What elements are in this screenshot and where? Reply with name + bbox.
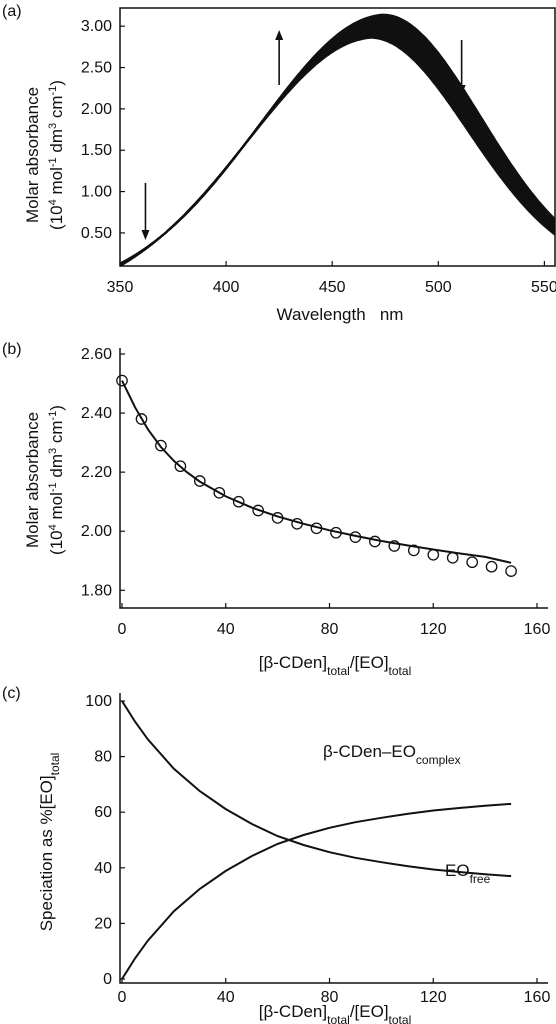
panel-b-xtick-label: 120	[420, 621, 447, 638]
panel-c-series-complex	[121, 802, 512, 980]
panel-c-series-free	[121, 700, 512, 878]
panel-b-data-point	[174, 460, 187, 473]
panel-a-ytick-label: 2.50	[81, 60, 112, 77]
panel-b-data-point	[271, 512, 284, 524]
panel-c-series-label-complex: β-CDen–EOcomplex	[323, 742, 461, 767]
panel-b-ylabel-line1: Molar absorbance	[23, 412, 42, 548]
panel-a-xtick-label: 350	[107, 279, 134, 296]
panel-b-xtick-label: 40	[217, 621, 235, 638]
panel-a-ylabel-line1: Molar absorbance	[23, 87, 42, 223]
panel-a-xtick-label: 450	[319, 279, 346, 296]
panel-b-ylabel-line2: (104 mol-1 dm3 cm-1)	[47, 405, 66, 555]
panel-b-ytick-label: 2.00	[81, 523, 112, 540]
panel-b-data-point	[213, 486, 226, 499]
panel-a-ytick-label: 1.50	[81, 142, 112, 159]
panel-b-ytick-label: 2.20	[81, 464, 112, 481]
panel-c-ytick-label: 60	[94, 804, 112, 821]
panel-a-xtick-label: 400	[213, 279, 240, 296]
panel-b-ytick-label: 2.60	[81, 346, 112, 363]
panel-b-data-points	[116, 374, 517, 577]
panel-c-ytick-label: 100	[85, 693, 112, 710]
panel-b-data-point	[349, 531, 362, 543]
panel-a-absorption-band	[119, 36, 556, 267]
panel-c-xtick-label: 120	[420, 989, 447, 1006]
panel-b-data-point	[369, 535, 381, 548]
panel-a-y-axis-label: Molar absorbance (104 mol-1 dm3 cm-1)	[23, 80, 66, 230]
panel-b-data-point	[446, 551, 459, 564]
panel-b-ytick-label: 2.40	[81, 405, 112, 422]
panel-b-data-point	[505, 565, 517, 577]
panel-c-xtick-label: 0	[118, 989, 127, 1006]
panel-b-data-point	[116, 374, 128, 387]
panel-c-series-label-free: EOfree	[445, 861, 491, 886]
panel-a-arrow-down	[457, 40, 466, 95]
panel-a-ylabel-line2: (104 mol-1 dm3 cm-1)	[47, 80, 66, 230]
panel-c-xtick-label: 40	[217, 989, 235, 1006]
panel-b-data-point	[485, 560, 498, 573]
panel-b-ytick-label: 1.80	[81, 582, 112, 599]
panel-a-ytick-label: 2.00	[81, 101, 112, 118]
panel-a-label: (a)	[2, 3, 22, 20]
panel-b-data-point	[310, 522, 323, 535]
panel-a-ytick-label: 3.00	[81, 18, 112, 35]
panel-a-absorption-band	[119, 24, 556, 266]
panel-c-ytick-label: 0	[103, 971, 112, 988]
panel-b-ticks: 0 40 80 120 160 1.80 2.00 2.20 2.40 2.60	[81, 346, 551, 638]
panel-b-data-point	[193, 475, 206, 487]
panel-b-data-point	[388, 540, 401, 552]
panel-b-data-point	[232, 495, 245, 508]
panel-a-xtick-label: 500	[425, 279, 452, 296]
panel-a-xlabel: Wavelength nm	[277, 305, 404, 324]
panel-c-ytick-label: 20	[94, 915, 112, 932]
panel-a-ytick-label: 0.50	[81, 225, 112, 242]
panel-b-axes	[119, 348, 548, 609]
panel-c-ytick-label: 40	[94, 860, 112, 877]
panel-c-series	[121, 700, 512, 980]
panel-b-data-point	[252, 504, 265, 517]
panel-c: (c) Speciation as %[EO]total 0 40 80 120 160…	[2, 685, 550, 1024]
panel-c-xtick-label: 160	[524, 989, 551, 1006]
panel-c-ytick-label: 80	[94, 749, 112, 766]
panel-b-y-axis-label: Molar absorbance (104 mol-1 dm3 cm-1)	[23, 405, 66, 555]
panel-a-ytick-label: 1.00	[81, 184, 112, 201]
panel-a-ticks: 350 400 450 500 550 0.50 1.00 1.50 2.00 2.50 3.00	[81, 18, 556, 296]
panel-a-arrow-up	[275, 30, 284, 85]
panel-c-axes	[119, 693, 548, 984]
panel-a-xtick-label: 550	[531, 279, 556, 296]
panel-c-ylabel: Speciation as %[EO]total	[37, 753, 62, 932]
panel-b-xtick-label: 80	[321, 621, 339, 638]
panel-b-data-point	[466, 556, 479, 569]
panel-a: (a) Molar absorbance (104 mol-1 dm3 cm-1…	[2, 3, 556, 324]
panel-b-xtick-label: 160	[524, 621, 551, 638]
panel-b-data-point	[155, 439, 167, 452]
panel-c-xlabel: [β-CDen]total/[EO]total	[259, 1002, 411, 1024]
panel-a-arrow-down	[141, 183, 150, 240]
panel-b-label: (b)	[2, 341, 22, 358]
panel-c-ticks: 0 40 80 120 160 0 20 40 60 80 100	[85, 693, 550, 1006]
panel-b-data-point	[291, 517, 303, 530]
panel-b-data-point	[135, 413, 148, 425]
panel-b: (b) Molar absorbance (104 mol-1 dm3 cm-1…	[2, 341, 550, 678]
panel-a-absorption-bands	[119, 13, 556, 267]
panel-b-xlabel: [β-CDen]total/[EO]total	[259, 653, 411, 678]
panel-a-arrows	[141, 30, 466, 240]
panel-c-xtick-label: 80	[321, 989, 339, 1006]
panel-b-data-point	[427, 548, 440, 561]
panel-b-xtick-label: 0	[118, 621, 127, 638]
panel-c-label: (c)	[2, 685, 21, 702]
panel-a-plot-frame	[119, 7, 556, 267]
panel-b-data-point	[407, 544, 420, 557]
panel-b-data-point	[330, 526, 342, 539]
